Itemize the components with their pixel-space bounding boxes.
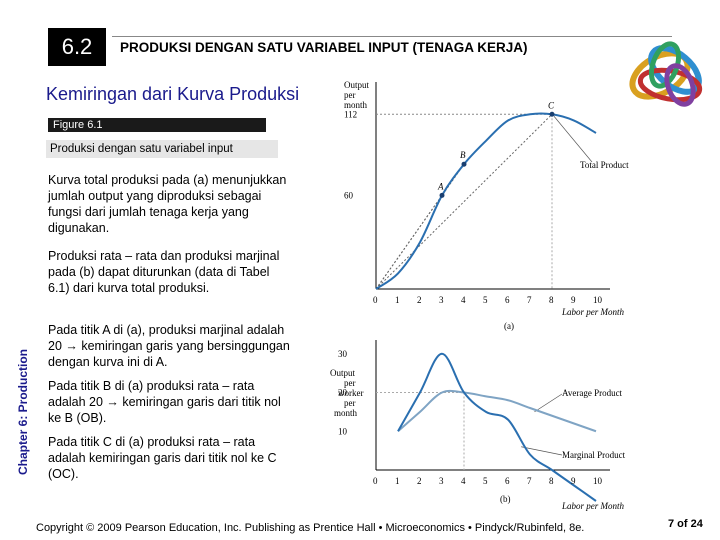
chart-b-ylabel-line1: Output bbox=[330, 368, 356, 378]
chart-a-x-tick-label: 6 bbox=[505, 295, 510, 305]
header-rule bbox=[112, 36, 672, 37]
chart-a-point-a bbox=[439, 192, 445, 198]
chart-a-point-b bbox=[461, 161, 467, 167]
chart-a-point-label-c: C bbox=[548, 100, 555, 110]
chart-a-xlabel: Labor per Month bbox=[561, 307, 625, 317]
chart-b-x-tick-label: 2 bbox=[417, 476, 422, 486]
chart-a-point-c bbox=[549, 111, 555, 117]
chart-b-ylabel-line2: per bbox=[344, 378, 356, 388]
chart-a-point-label-a: A bbox=[437, 181, 444, 191]
chart-b-y-tick-label: 20 bbox=[338, 388, 348, 398]
average-product-legend: Average Product bbox=[562, 388, 623, 398]
chart-a-x-tick-label: 10 bbox=[593, 295, 603, 305]
marginal-product-line bbox=[397, 352, 597, 502]
chart-b-y-tick-label: 30 bbox=[338, 349, 348, 359]
marginal-product-legend: Marginal Product bbox=[562, 450, 626, 460]
chart-a-x-tick-label: 0 bbox=[373, 295, 378, 305]
total-product-line bbox=[375, 112, 597, 290]
paragraph-total-product: Kurva total produksi pada (a) menunjukka… bbox=[48, 173, 287, 235]
chart-b-y-tick-label: 10 bbox=[338, 426, 348, 436]
chart-a-ylabel-line2: per bbox=[344, 90, 356, 100]
chart-a-ylabel-line1: Output bbox=[344, 80, 370, 90]
paragraph-point-b: Pada titik B di (a) produksi rata – rata… bbox=[48, 379, 281, 425]
chart-b-x-tick-label: 4 bbox=[461, 476, 466, 486]
paragraph-point-c: Pada titik C di (a) produksi rata – rata… bbox=[48, 435, 277, 481]
chart-a-ylabel-line3: month bbox=[344, 100, 368, 110]
chart-b-ylabel-line4: per bbox=[344, 398, 356, 408]
paragraph-average-marginal: Produksi rata – rata dan produksi marjin… bbox=[48, 249, 280, 295]
chart-b-x-tick-label: 8 bbox=[549, 476, 554, 486]
chart-b-x-tick-label: 7 bbox=[527, 476, 532, 486]
chart-b-x-tick-label: 6 bbox=[505, 476, 510, 486]
chart-a-x-tick-label: 7 bbox=[527, 295, 532, 305]
chart-a-panel-label: (a) bbox=[504, 321, 514, 331]
average-marginal-chart: Output per worker per month 0 1 2 3 4 5 6 7 8 9 10… bbox=[330, 340, 626, 511]
figure-caption: Produksi dengan satu variabel input bbox=[46, 140, 278, 158]
page-title: PRODUKSI DENGAN SATU VARIABEL INPUT (TEN… bbox=[120, 40, 528, 55]
chart-a-y-tick-label: 60 bbox=[344, 190, 354, 200]
chart-b-x-tick-label: 10 bbox=[593, 476, 603, 486]
chart-b-x-tick-label: 5 bbox=[483, 476, 488, 486]
average-product-line bbox=[397, 389, 597, 433]
total-product-leader bbox=[553, 116, 593, 163]
chart-a-tangent-a bbox=[375, 176, 456, 290]
chart-a-x-tick-label: 2 bbox=[417, 295, 422, 305]
chart-b-xlabel: Labor per Month bbox=[561, 501, 625, 511]
chart-b-x-tick-label: 0 bbox=[373, 476, 378, 486]
chart-b-ylabel-line5: month bbox=[334, 408, 358, 418]
paragraph-point-a: Pada titik A di (a), produksi marjinal a… bbox=[48, 323, 290, 369]
average-product-leader bbox=[534, 393, 563, 413]
chart-a-y-tick-label: 112 bbox=[344, 109, 357, 119]
chapter-sidebar: Chapter 6: Production bbox=[10, 330, 30, 475]
total-product-chart: Output per month 0 1 2 3 4 5 6 7 8 9 10 112 60 A B C T… bbox=[344, 80, 629, 331]
chart-b-ylabel-line3: worker bbox=[338, 388, 364, 398]
figure-label: Figure 6.1 bbox=[48, 118, 266, 132]
chart-a-x-tick-label: 9 bbox=[571, 295, 576, 305]
marginal-product-leader bbox=[521, 446, 563, 456]
total-product-legend: Total Product bbox=[580, 160, 629, 170]
chapter-label: Chapter 6: Production bbox=[16, 348, 30, 475]
section-number-badge: 6.2 bbox=[48, 28, 106, 66]
chart-a-x-tick-label: 5 bbox=[483, 295, 488, 305]
chart-a-x-tick-label: 3 bbox=[439, 295, 444, 305]
chart-b-x-tick-label: 1 bbox=[395, 476, 400, 486]
page-subtitle: Kemiringan dari Kurva Produksi bbox=[46, 84, 300, 104]
rings-logo-icon bbox=[629, 41, 703, 107]
chart-b-panel-label: (b) bbox=[500, 494, 511, 504]
chart-a-x-tick-label: 1 bbox=[395, 295, 400, 305]
page-number: 7 of 24 bbox=[668, 518, 703, 530]
chart-a-point-label-b: B bbox=[460, 150, 466, 160]
chart-b-x-tick-label: 9 bbox=[571, 476, 576, 486]
chart-a-ray-oc bbox=[375, 113, 553, 290]
chart-a-x-tick-label: 4 bbox=[461, 295, 466, 305]
chart-a-x-tick-label: 8 bbox=[549, 295, 554, 305]
chart-b-x-tick-label: 3 bbox=[439, 476, 444, 486]
section-number: 6.2 bbox=[61, 34, 93, 59]
footer-copyright: Copyright © 2009 Pearson Education, Inc.… bbox=[36, 522, 585, 534]
